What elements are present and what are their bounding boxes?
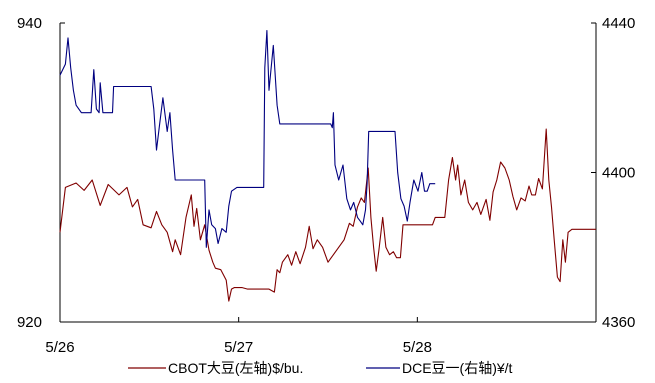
series-layer bbox=[59, 29, 596, 302]
tick-labels: 920 940 4360 4400 4440 5/26 5/27 5/28 bbox=[17, 15, 635, 356]
x-tick-label: 5/27 bbox=[224, 339, 253, 356]
right-tick-label: 4360 bbox=[602, 314, 635, 331]
legend-label: CBOT大豆(左轴)$/bu. bbox=[168, 360, 303, 376]
x-tick-label: 5/26 bbox=[45, 339, 74, 356]
legend: CBOT大豆(左轴)$/bu. DCE豆一(右轴)¥/t bbox=[128, 360, 513, 376]
left-tick-label: 940 bbox=[17, 15, 42, 32]
right-tick-label: 4440 bbox=[602, 15, 635, 32]
series-line-cbot bbox=[59, 128, 596, 302]
axes bbox=[59, 22, 597, 323]
series-line-dce bbox=[59, 29, 436, 248]
legend-label: DCE豆一(右轴)¥/t bbox=[402, 360, 513, 376]
right-tick-label: 4400 bbox=[602, 165, 635, 182]
left-tick-label: 920 bbox=[17, 314, 42, 331]
x-tick-label: 5/28 bbox=[403, 339, 432, 356]
